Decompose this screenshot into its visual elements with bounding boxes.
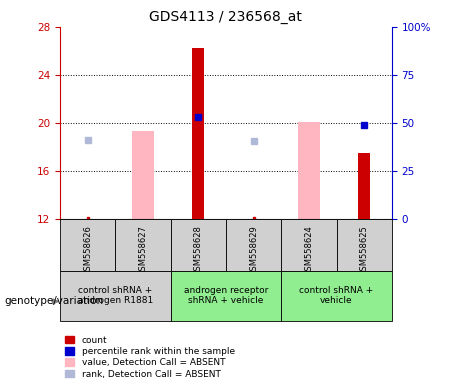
Text: GSM558624: GSM558624 (304, 225, 313, 276)
Text: genotype/variation: genotype/variation (5, 296, 104, 306)
Bar (132, 131, 154, 219)
Text: GSM558628: GSM558628 (194, 225, 203, 276)
Bar (60, 271, 171, 321)
Bar (281, 219, 337, 271)
Bar (171, 219, 226, 271)
Text: GSM558629: GSM558629 (249, 225, 258, 276)
Bar (60, 219, 115, 271)
Legend: count, percentile rank within the sample, value, Detection Call = ABSENT, rank, : count, percentile rank within the sample… (65, 335, 236, 379)
Text: GSM558627: GSM558627 (138, 225, 148, 276)
Bar (226, 219, 281, 271)
Text: GSM558625: GSM558625 (360, 225, 369, 276)
Text: control shRNA +
vehicle: control shRNA + vehicle (299, 286, 374, 305)
Bar (115, 219, 171, 271)
Bar (358, 153, 370, 219)
Title: GDS4113 / 236568_at: GDS4113 / 236568_at (149, 10, 302, 25)
Text: control shRNA +
androgen R1881: control shRNA + androgen R1881 (77, 286, 153, 305)
Bar (337, 219, 392, 271)
Bar (281, 271, 392, 321)
Bar (192, 48, 204, 219)
Text: GSM558626: GSM558626 (83, 225, 92, 276)
Bar (298, 122, 320, 219)
Text: androgen receptor
shRNA + vehicle: androgen receptor shRNA + vehicle (183, 286, 268, 305)
Bar (171, 271, 281, 321)
